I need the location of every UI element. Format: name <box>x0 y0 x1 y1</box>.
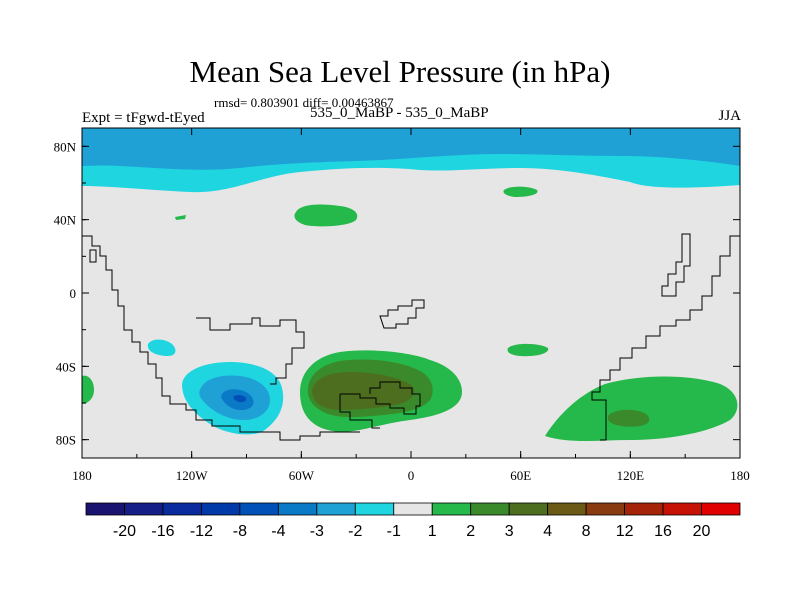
colorbar: -20 -16 -12 -8 -4 -3 -2 -1 1 2 3 4 8 12 16 20 <box>85 502 741 540</box>
colorbar-swatch <box>662 502 702 516</box>
colorbar-label: 1 <box>428 523 437 540</box>
x-tick-label: 60E <box>510 468 531 483</box>
colorbar-swatch <box>354 502 395 516</box>
colorbar-label: 2 <box>466 523 475 540</box>
colorbar-swatch <box>585 502 625 516</box>
colorbar-label: -1 <box>387 523 401 540</box>
colorbar-label: -2 <box>348 523 362 540</box>
colorbar-label: 16 <box>654 523 672 540</box>
colorbar-label: 12 <box>616 523 634 540</box>
landmass-north-central <box>379 299 425 329</box>
landmass-west <box>82 235 360 441</box>
chart-title: Mean Sea Level Pressure (in hPa) <box>189 54 611 89</box>
colorbar-label: 8 <box>582 523 591 540</box>
y-tick-label: 0 <box>70 286 77 301</box>
colorbar-swatch <box>85 502 125 516</box>
colorbar-label: 4 <box>543 523 552 540</box>
landmass-south-ring <box>339 381 421 429</box>
colorbar-label: 3 <box>505 523 514 540</box>
y-tick-label: 80S <box>56 433 76 448</box>
colorbar-swatch <box>470 502 510 516</box>
arctic-band-blue <box>82 128 740 170</box>
colorbar-swatch <box>624 502 664 516</box>
experiment-label: Expt = tFgwd-tEyed <box>82 110 205 126</box>
small-negative-patch <box>147 339 176 356</box>
colorbar-label: -12 <box>190 523 213 540</box>
comparison-label: 535_0_MaBP - 535_0_MaBP <box>310 105 489 121</box>
colorbar-label: -8 <box>233 523 247 540</box>
colorbar-swatch <box>393 502 433 516</box>
x-tick-label: 120W <box>176 468 209 483</box>
y-tick-label: 80N <box>54 139 77 154</box>
colorbar-swatch <box>162 502 202 516</box>
small-patch-1 <box>175 215 186 220</box>
west-edge-patch <box>82 375 94 404</box>
colorbar-swatch <box>701 502 741 516</box>
colorbar-swatch <box>124 502 164 516</box>
colorbar-swatch <box>201 502 241 516</box>
north-atlantic-high <box>294 204 358 227</box>
colorbar-swatch <box>547 502 587 516</box>
x-tick-label: 60W <box>289 468 315 483</box>
x-tick-label: 180 <box>72 468 92 483</box>
colorbar-swatch <box>508 502 549 516</box>
x-tick-label: 180 <box>730 468 750 483</box>
colorbar-swatch <box>277 502 318 516</box>
south-pacific-low-core <box>233 394 247 403</box>
colorbar-swatch <box>316 502 356 516</box>
landmass-east <box>591 235 740 441</box>
continent-outlines <box>82 233 740 441</box>
colorbar-label: -4 <box>271 523 285 540</box>
landmass-west-small <box>89 249 97 263</box>
indian-ocean-high-outer <box>545 376 738 441</box>
landmass-east-island <box>661 233 691 297</box>
landmass-central <box>196 317 305 385</box>
colorbar-label: -20 <box>113 523 136 540</box>
stats-label: rmsd= 0.803901 diff= 0.00463867 <box>214 95 394 110</box>
x-tick-label: 0 <box>408 468 415 483</box>
colorbar-label: -16 <box>151 523 174 540</box>
x-tick-label: 120E <box>617 468 645 483</box>
y-tick-label: 40N <box>54 213 77 228</box>
colorbar-label: -3 <box>310 523 324 540</box>
season-label: JJA <box>718 108 741 124</box>
colorbar-swatch <box>431 502 472 516</box>
north-pacific-high <box>503 186 538 197</box>
axis-ticks: 180 120W 60W 0 60E 120E 180 80N 40N 0 40S 80S <box>54 128 750 483</box>
colorbar-label: 20 <box>693 523 711 540</box>
indian-ocean-high-core <box>608 409 650 427</box>
y-tick-label: 40S <box>56 359 76 374</box>
small-patch-2 <box>507 343 549 357</box>
colorbar-swatch <box>239 502 279 516</box>
